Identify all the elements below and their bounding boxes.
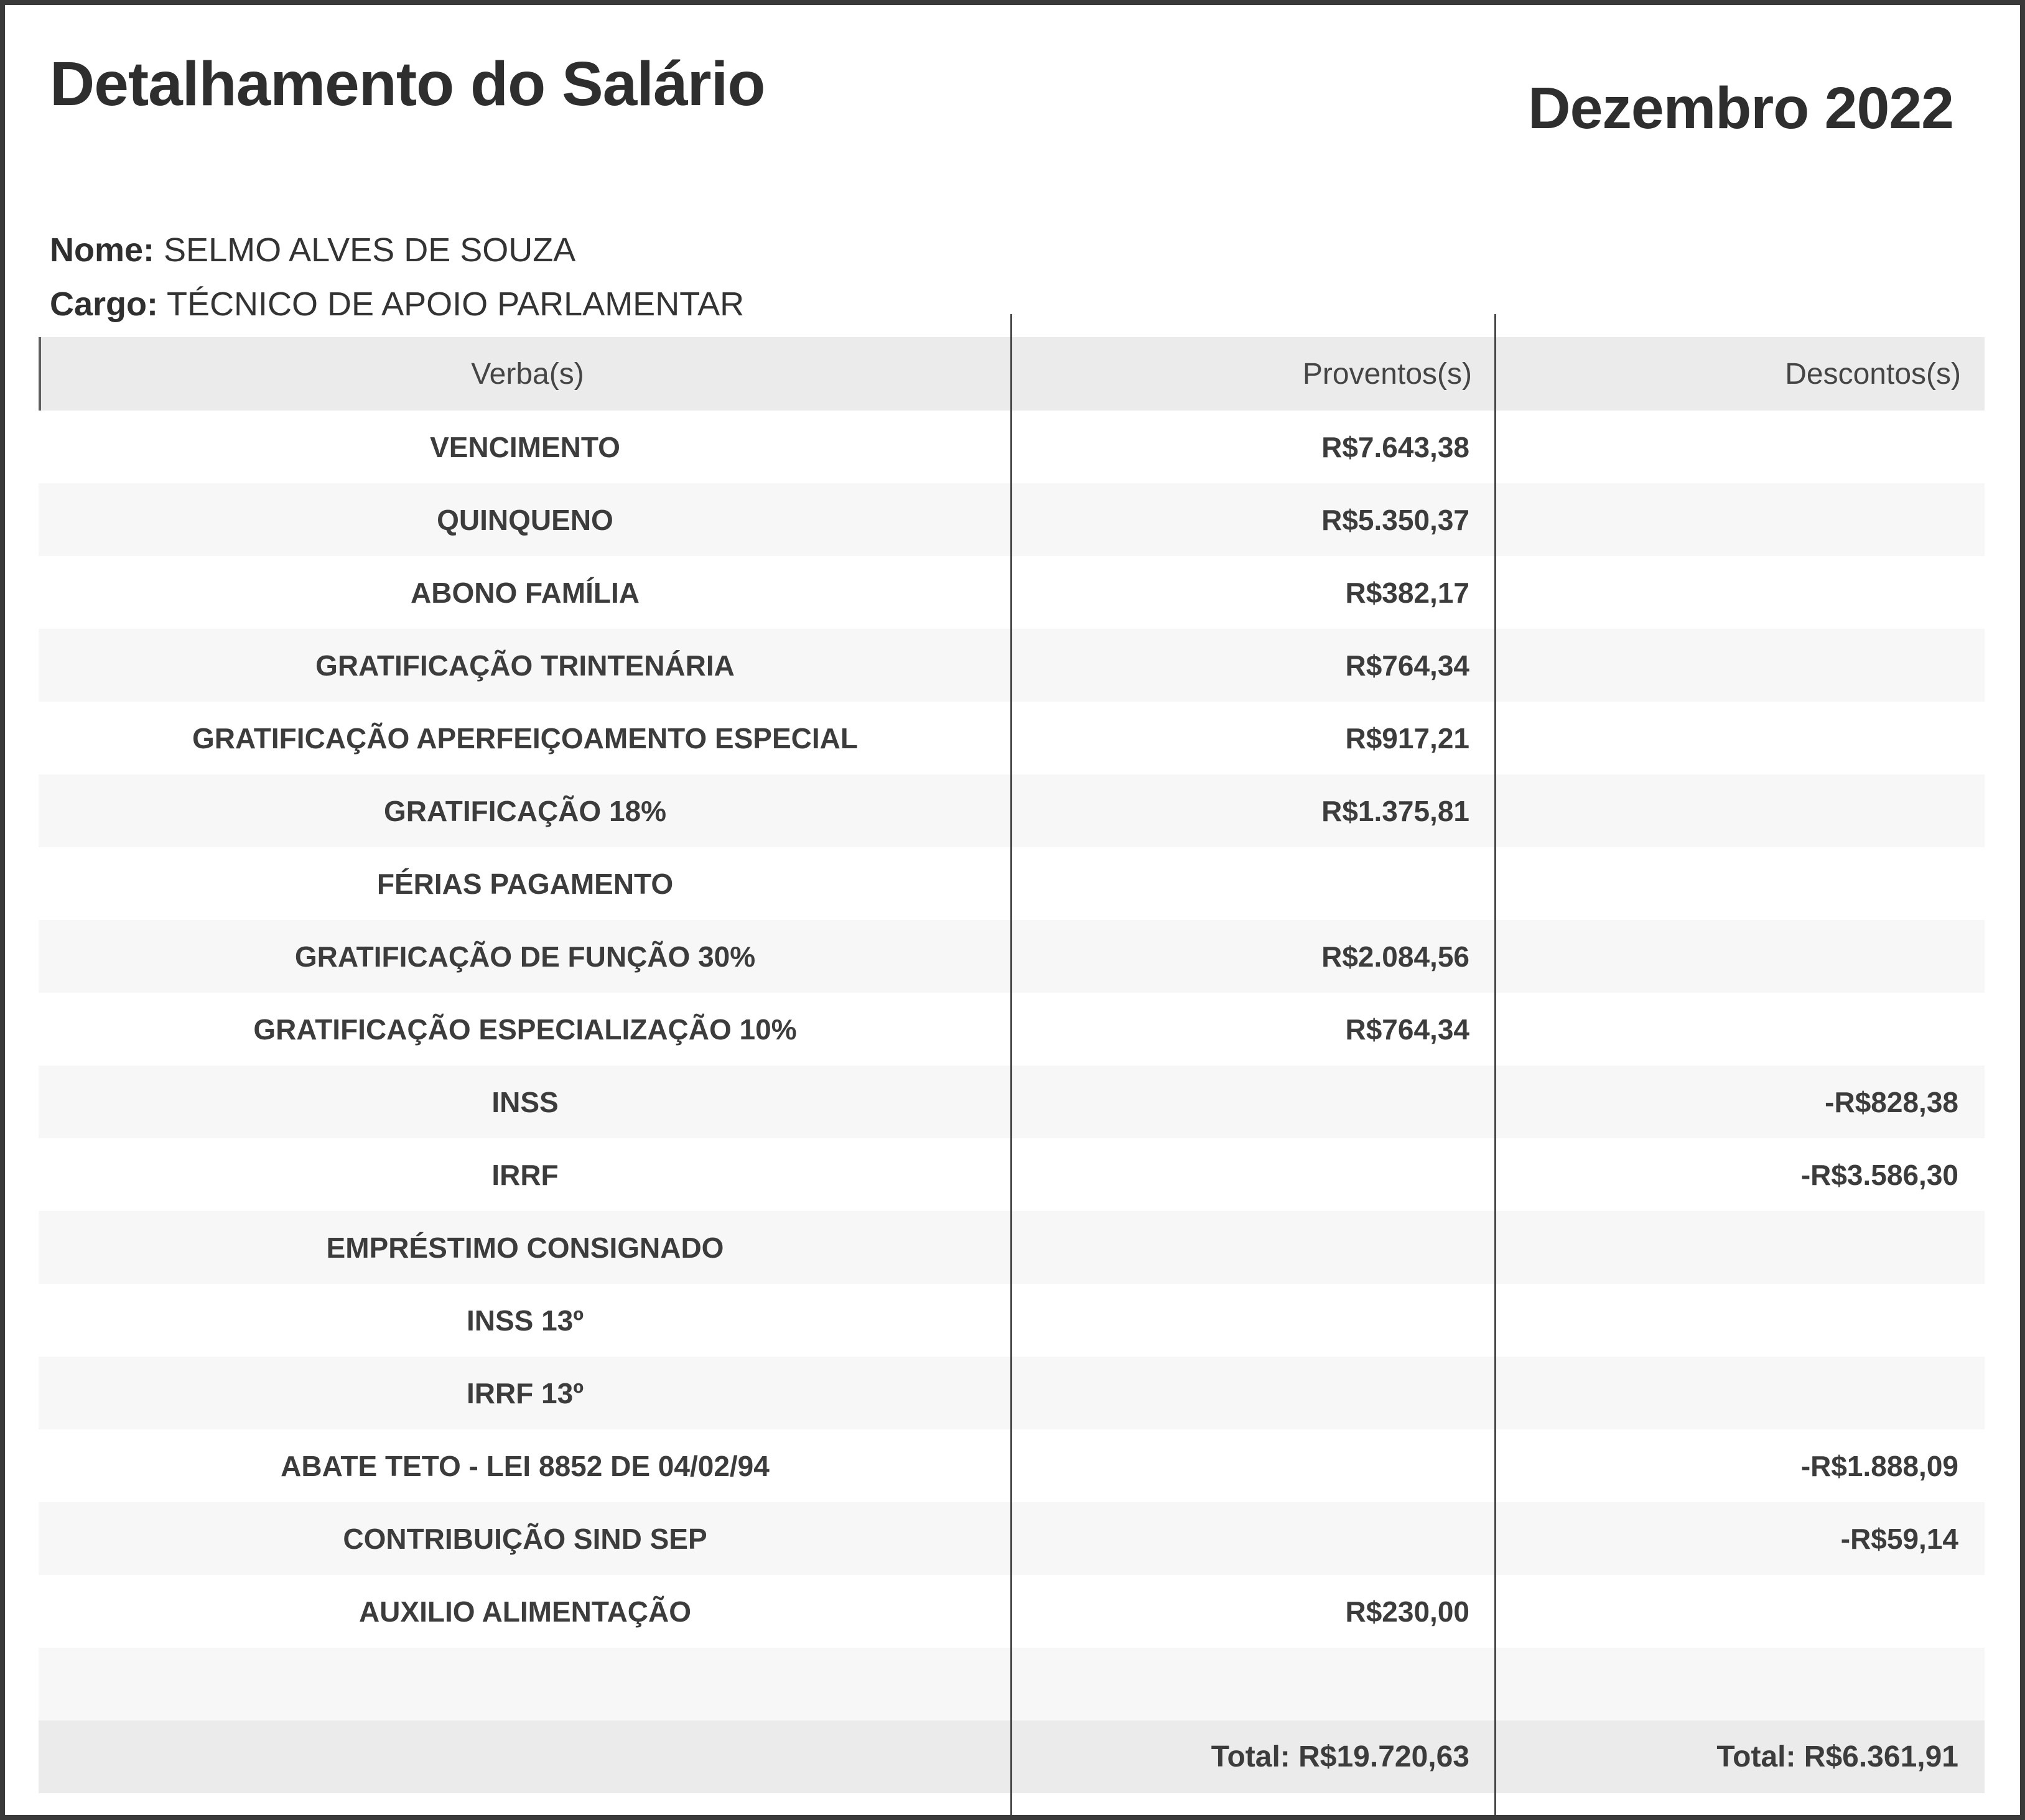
- provento-cell: R$2.084,56: [1321, 940, 1469, 973]
- employee-name: SELMO ALVES DE SOUZA: [164, 231, 576, 269]
- employee-info: Nome: SELMO ALVES DE SOUZA Cargo: TÉCNIC…: [50, 223, 2020, 331]
- role-label: Cargo:: [50, 285, 158, 323]
- employee-role: TÉCNICO DE APOIO PARLAMENTAR: [167, 285, 745, 323]
- provento-cell: R$764,34: [1345, 1013, 1470, 1046]
- name-label: Nome:: [50, 231, 155, 269]
- verba-cell: GRATIFICAÇÃO DE FUNÇÃO 30%: [294, 940, 756, 973]
- desconto-cell: -R$3.586,30: [1800, 1158, 1958, 1191]
- employee-role-line: Cargo: TÉCNICO DE APOIO PARLAMENTAR: [50, 277, 2020, 331]
- verba-cell: GRATIFICAÇÃO 18%: [383, 794, 667, 827]
- verba-cell: CONTRIBUIÇÃO SIND SEP: [343, 1522, 707, 1555]
- verba-cell: INSS 13º: [466, 1304, 584, 1337]
- verba-cell: ABONO FAMÍLIA: [411, 576, 640, 609]
- provento-cell: R$1.375,81: [1321, 794, 1469, 827]
- provento-cell: R$7.643,38: [1321, 430, 1469, 463]
- total-proventos: Total: R$19.720,63: [1211, 1740, 1469, 1774]
- page-title: Detalhamento do Salário: [50, 49, 765, 119]
- verba-cell: IRRF 13º: [466, 1377, 584, 1409]
- column-header-proventos: Proventos(s): [1302, 357, 1472, 391]
- verba-cell: GRATIFICAÇÃO ESPECIALIZAÇÃO 10%: [253, 1013, 797, 1046]
- verba-cell: INSS: [491, 1085, 559, 1118]
- total-descontos: Total: R$6.361,91: [1716, 1740, 1958, 1774]
- verba-cell: GRATIFICAÇÃO APERFEIÇOAMENTO ESPECIAL: [192, 722, 858, 754]
- verba-cell: QUINQUENO: [437, 503, 613, 536]
- period-label: Dezembro 2022: [1527, 75, 1954, 141]
- verba-cell: VENCIMENTO: [430, 430, 620, 463]
- column-divider-1: [1010, 314, 1012, 1815]
- employee-name-line: Nome: SELMO ALVES DE SOUZA: [50, 223, 2020, 277]
- page-header: Detalhamento do Salário Dezembro 2022: [5, 5, 2020, 142]
- column-divider-2: [1494, 314, 1496, 1815]
- verba-cell: AUXILIO ALIMENTAÇÃO: [358, 1595, 692, 1628]
- column-header-descontos: Descontos(s): [1785, 357, 1961, 391]
- verba-cell: GRATIFICAÇÃO TRINTENÁRIA: [315, 649, 735, 682]
- verba-cell: IRRF: [491, 1158, 559, 1191]
- desconto-cell: -R$1.888,09: [1800, 1449, 1958, 1482]
- provento-cell: R$5.350,37: [1321, 503, 1469, 536]
- verba-cell: ABATE TETO - LEI 8852 DE 04/02/94: [281, 1449, 770, 1482]
- desconto-cell: -R$828,38: [1825, 1085, 1958, 1118]
- column-header-verba: Verba(s): [471, 357, 584, 391]
- verba-cell: FÉRIAS PAGAMENTO: [376, 867, 674, 900]
- provento-cell: R$382,17: [1345, 576, 1470, 609]
- desconto-cell: -R$59,14: [1840, 1522, 1958, 1555]
- provento-cell: R$764,34: [1345, 649, 1470, 682]
- provento-cell: R$230,00: [1345, 1595, 1470, 1628]
- verba-cell: EMPRÉSTIMO CONSIGNADO: [326, 1231, 724, 1264]
- provento-cell: R$917,21: [1345, 722, 1470, 754]
